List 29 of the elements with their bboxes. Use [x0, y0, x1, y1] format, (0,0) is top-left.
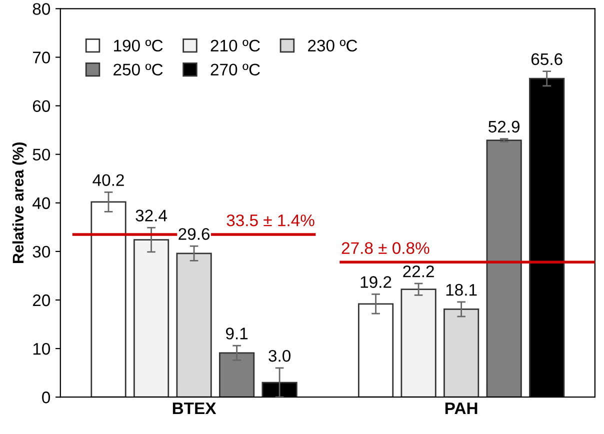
data-label: 9.1 [226, 328, 248, 340]
x-tick-label: PAH [445, 402, 478, 414]
y-tick-label: 10 [33, 342, 50, 355]
legend-label: 250 ºC [114, 64, 163, 76]
data-label: 18.1 [446, 284, 477, 296]
y-tick-label: 40 [32, 197, 50, 210]
ref-line-label: 33.5 ± 1.4% [226, 214, 314, 226]
legend-label: 190 ºC [114, 40, 163, 52]
data-label: 52.9 [488, 120, 520, 133]
y-tick-label: 0 [42, 392, 50, 404]
data-label: 22.2 [403, 265, 434, 278]
y-tick-label: 20 [32, 294, 50, 306]
x-tick-label: BTEX [172, 402, 216, 414]
y-tick-label: 50 [32, 148, 50, 161]
legend-label: 270 ºC [210, 64, 260, 76]
data-label: 19.2 [360, 276, 392, 288]
y-tick-label: 70 [32, 52, 50, 64]
y-tick-label: 80 [32, 3, 50, 15]
legend-label: 210 ºC [210, 40, 260, 52]
legend-label: 230 ºC [308, 40, 358, 52]
data-label: 3.0 [268, 350, 290, 362]
data-label: 29.6 [178, 228, 210, 240]
y-tick-label: 60 [32, 100, 50, 112]
ref-line-label: 27.8 ± 0.8% [342, 242, 430, 254]
y-axis-title: Relative area (%) [12, 142, 27, 264]
y-tick-label: 30 [32, 246, 50, 258]
data-label: 40.2 [92, 174, 124, 186]
data-label: 32.4 [136, 210, 168, 222]
data-label: 65.6 [531, 53, 562, 66]
